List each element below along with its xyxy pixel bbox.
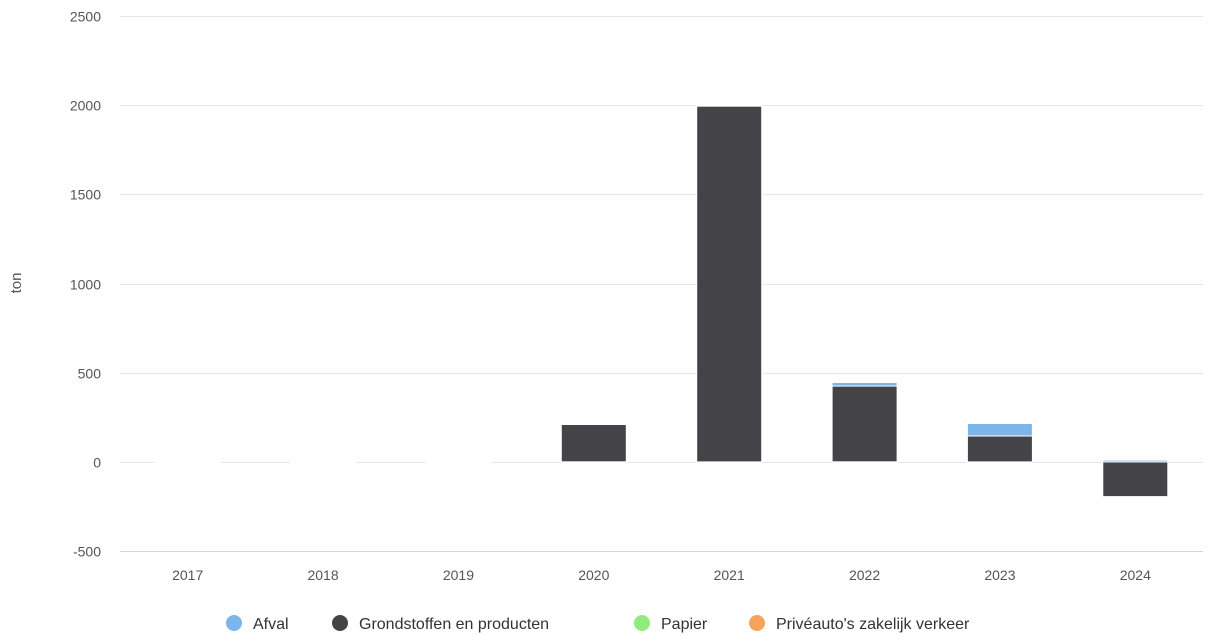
x-tick-label: 2017 xyxy=(172,567,203,583)
bar-segment[interactable] xyxy=(696,104,763,463)
bar-segment[interactable] xyxy=(696,104,763,107)
y-tick-label: 0 xyxy=(93,455,101,471)
legend-marker[interactable] xyxy=(332,615,348,631)
x-tick-label: 2022 xyxy=(849,567,880,583)
bar-segment[interactable] xyxy=(966,435,1033,463)
x-tick-label: 2019 xyxy=(443,567,474,583)
y-axis-title: ton xyxy=(8,273,25,294)
bar-segment[interactable] xyxy=(966,423,1033,437)
bar-segment[interactable] xyxy=(1102,459,1169,463)
legend-item-label[interactable]: Grondstoffen en producten xyxy=(359,616,549,633)
gridlines xyxy=(120,16,1203,463)
x-tick-label: 2020 xyxy=(578,567,609,583)
bars xyxy=(154,104,1169,498)
bar-segment[interactable] xyxy=(831,385,898,463)
bar-segment[interactable] xyxy=(425,461,492,464)
legend-marker[interactable] xyxy=(749,615,765,631)
y-tick-label: 500 xyxy=(78,366,102,382)
legend-item-label[interactable]: Privéauto's zakelijk verkeer xyxy=(776,616,970,633)
legend-item-label[interactable]: Afval xyxy=(253,616,289,633)
legend: Afval Grondstoffen en producten Papier Priv… xyxy=(226,615,970,633)
y-tick-label: 1500 xyxy=(70,187,101,203)
legend-item-label[interactable]: Papier xyxy=(661,616,708,633)
y-tick-label: 1000 xyxy=(70,277,101,293)
bar-segment[interactable] xyxy=(290,461,357,464)
bar-segment[interactable] xyxy=(1102,461,1169,498)
y-tick-label: 2500 xyxy=(70,9,101,25)
x-tick-label: 2021 xyxy=(714,567,745,583)
y-tick-label: -500 xyxy=(73,544,101,560)
legend-marker[interactable] xyxy=(634,615,650,631)
y-tick-label: 2000 xyxy=(70,98,101,114)
x-tick-label: 2024 xyxy=(1120,567,1151,583)
axes: -500 0 500 1000 1500 2000 2500 2017 2018 2019 2020… xyxy=(70,9,1203,583)
bar-segment[interactable] xyxy=(560,423,627,463)
x-tick-label: 2023 xyxy=(984,567,1015,583)
x-tick-label: 2018 xyxy=(307,567,338,583)
bar-segment[interactable] xyxy=(831,382,898,387)
bar-segment[interactable] xyxy=(560,423,627,425)
legend-marker[interactable] xyxy=(226,615,242,631)
bar-segment[interactable] xyxy=(154,461,221,464)
